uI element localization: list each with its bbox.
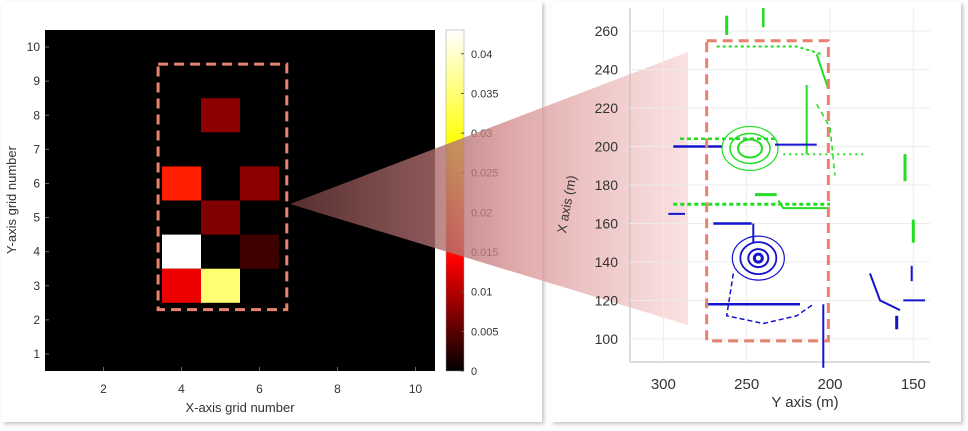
heatmap-cell — [240, 166, 279, 201]
heatmap-y-tick-label: 5 — [33, 211, 40, 225]
heatmap-x-tick-label: 4 — [178, 382, 185, 396]
point-cloud-trace — [869, 273, 901, 311]
heatmap-y-tick-label: 9 — [33, 74, 40, 88]
point-cloud-ring — [747, 248, 770, 269]
point-cloud-y-tick-label: 220 — [595, 100, 619, 116]
point-cloud-points — [668, 8, 925, 368]
colorbar-tick-label: 0 — [471, 366, 477, 378]
heatmap-y-tick-label: 2 — [33, 313, 40, 327]
point-cloud-x-tick-label: 200 — [817, 376, 842, 393]
point-cloud-trace — [716, 45, 822, 56]
point-cloud-ring — [721, 125, 779, 172]
point-cloud-y-ticks: 100 120 140 160 180 200 220 240 260 — [595, 23, 619, 347]
point-cloud-trace — [777, 199, 830, 210]
point-cloud-trace — [815, 53, 830, 90]
point-cloud-x-axis-label: Y axis (m) — [771, 394, 838, 411]
heatmap-cell — [201, 200, 240, 235]
point-cloud-ring — [729, 132, 771, 165]
point-cloud-x-tick-label: 150 — [901, 376, 926, 393]
heatmap-cell — [201, 268, 240, 303]
heatmap-cell — [201, 98, 240, 133]
point-cloud-ring — [739, 241, 778, 276]
point-cloud-ring — [752, 252, 764, 264]
heatmap-y-tick-label: 3 — [33, 279, 40, 293]
heatmap-cell — [162, 234, 201, 269]
heatmap-cells — [162, 98, 279, 303]
heatmap-highlight-box — [156, 62, 289, 312]
point-cloud-y-tick-label: 180 — [595, 177, 619, 193]
point-cloud-y-tick-label: 100 — [595, 331, 619, 347]
heatmap-x-tick-label: 6 — [256, 382, 263, 396]
heatmap-y-tick-label: 7 — [33, 142, 40, 156]
colorbar-tick-label: 0.005 — [471, 326, 499, 338]
point-cloud-y-tick-label: 240 — [595, 62, 619, 78]
colorbar-tick-label: 0.04 — [471, 49, 492, 61]
heatmap-x-ticks: 2 4 6 8 10 — [100, 367, 422, 396]
heatmap-y-ticks: 1 2 3 4 5 6 7 8 9 10 — [27, 40, 49, 361]
heatmap-cell — [162, 166, 201, 201]
heatmap-y-tick-label: 8 — [33, 108, 40, 122]
zoom-connector — [290, 52, 688, 325]
heatmap-x-tick-label: 8 — [334, 382, 341, 396]
point-cloud-y-tick-label: 140 — [595, 254, 619, 270]
heatmap-cell — [240, 234, 279, 269]
heatmap-y-tick-label: 6 — [33, 176, 40, 190]
heatmap-y-tick-label: 10 — [27, 40, 41, 54]
heatmap-y-axis-label: Y-axis grid number — [4, 145, 19, 254]
point-cloud-y-tick-label: 120 — [595, 292, 619, 308]
heatmap-x-axis-label: X-axis grid number — [185, 400, 295, 415]
heatmap-y-tick-label: 4 — [33, 245, 40, 259]
colorbar-tick-label: 0.035 — [471, 88, 499, 100]
point-cloud-x-ticks: 300 250 200 150 — [651, 376, 926, 393]
colorbar-tick-label: 0.01 — [471, 287, 492, 299]
point-cloud-trace — [816, 103, 836, 176]
point-cloud-y-tick-label: 260 — [595, 23, 619, 39]
point-cloud-x-tick-label: 250 — [734, 376, 759, 393]
heatmap-x-tick-label: 10 — [409, 382, 423, 396]
heatmap-y-tick-label: 1 — [33, 347, 40, 361]
point-cloud-chart: 300 250 200 150 100 120 140 160 180 200 220 240 260… — [554, 8, 930, 411]
point-cloud-y-tick-label: 160 — [595, 215, 619, 231]
point-cloud-y-tick-label: 200 — [595, 139, 619, 155]
point-cloud-x-tick-label: 300 — [651, 376, 676, 393]
point-cloud-ring — [731, 235, 785, 281]
point-cloud-trace — [725, 273, 814, 325]
heatmap-x-tick-label: 2 — [100, 382, 107, 396]
point-cloud-ring — [737, 138, 763, 159]
point-cloud-highlight-box — [705, 39, 830, 343]
heatmap-cell — [162, 268, 201, 303]
point-cloud-grid — [630, 8, 930, 362]
